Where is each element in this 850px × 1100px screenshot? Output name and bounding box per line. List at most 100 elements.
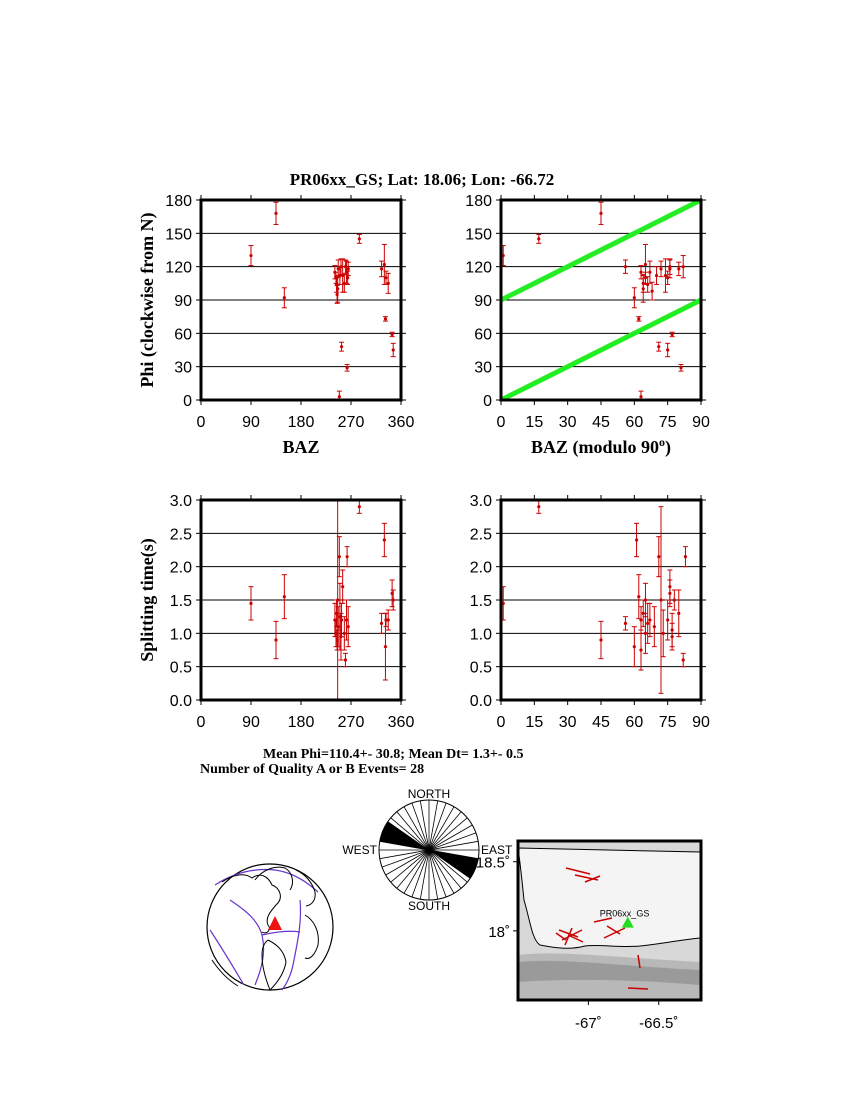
mean-stats-line: Mean Phi=110.4+- 30.8; Mean Dt= 1.3+- 0.… <box>263 747 524 762</box>
y-axis-title: Splitting time(s) <box>137 538 158 662</box>
x-tick-label: 270 <box>338 414 365 431</box>
point-marker <box>679 366 683 370</box>
panel-frame <box>499 498 703 702</box>
x-axis-title-sup: o <box>659 435 665 449</box>
point-marker <box>639 395 643 399</box>
data-point <box>389 331 395 338</box>
point-marker <box>336 287 340 291</box>
data-point <box>676 589 682 638</box>
point-marker <box>670 635 674 639</box>
x-tick-label: 180 <box>288 714 315 731</box>
data-point <box>634 522 640 558</box>
y-tick-label: 150 <box>165 226 192 243</box>
point-marker <box>274 638 278 642</box>
data-point <box>656 536 662 578</box>
plate-boundary-pacific <box>209 929 245 986</box>
data-point <box>622 259 628 274</box>
data-point <box>680 652 686 668</box>
point-marker <box>383 317 388 321</box>
map-lat-label: 18.5˚ <box>476 855 510 872</box>
point-marker <box>386 281 390 285</box>
y-tick-label: 0 <box>183 393 192 410</box>
data-point <box>660 609 666 658</box>
data-point <box>536 233 542 244</box>
data-point <box>651 606 657 648</box>
point-marker <box>335 292 339 297</box>
point-marker <box>249 601 253 605</box>
y-tick-label: 60 <box>474 326 492 343</box>
data-point <box>654 266 660 285</box>
rose-label-north: NORTH <box>408 787 450 801</box>
panel-dt_vs_baz: 0.0 0.5 1.0 1.5 2.0 2.5 3.0 0 90 180 270 360 Splitti… <box>137 493 414 731</box>
point-marker <box>681 265 685 269</box>
point-marker <box>639 270 643 274</box>
y-tick-label: 180 <box>465 193 492 210</box>
data-point <box>344 363 350 372</box>
point-marker <box>632 296 636 300</box>
data-point <box>662 258 668 293</box>
data-point <box>273 201 279 225</box>
point-marker <box>641 287 645 291</box>
data-point <box>645 276 651 293</box>
station-label: PR06xx_GS <box>600 909 650 919</box>
data-point <box>339 341 345 352</box>
data-point <box>665 342 671 358</box>
point-marker <box>657 345 661 349</box>
point-marker <box>346 625 350 629</box>
point-marker <box>637 317 641 321</box>
point-marker <box>339 618 344 622</box>
coast-greenland <box>254 866 293 891</box>
point-marker <box>650 289 654 293</box>
point-marker <box>623 265 628 269</box>
splitting-bar <box>627 987 649 990</box>
point-marker <box>341 585 345 589</box>
y-tick-label: 1.0 <box>470 626 492 643</box>
point-marker <box>339 265 343 269</box>
point-marker <box>337 555 341 559</box>
y-tick-label: 2.5 <box>170 526 192 543</box>
point-marker <box>632 645 636 649</box>
data-point <box>341 616 347 651</box>
data-point <box>649 281 655 301</box>
data-point <box>340 569 346 604</box>
x-tick-label: 0 <box>197 714 206 731</box>
x-tick-label: 75 <box>659 414 677 431</box>
data-point <box>345 270 351 285</box>
x-tick-label: 90 <box>692 414 710 431</box>
point-marker <box>336 598 340 602</box>
data-point <box>336 536 342 578</box>
y-axis-title: Phi (clockwise from N) <box>137 212 158 387</box>
y-tick-label: 90 <box>174 293 192 310</box>
event-count-line: Number of Quality A or B Events= 28 <box>200 762 424 777</box>
x-tick-label: 90 <box>692 714 710 731</box>
data-point <box>598 620 604 660</box>
data-point <box>598 201 604 225</box>
x-tick-label: 180 <box>288 414 315 431</box>
y-tick-label: 120 <box>165 260 192 277</box>
station-marker <box>621 916 634 928</box>
panel-phi_vs_baz_mod90: 0 30 60 90 120 150 180 0 15 30 45 60 75 90 BAZ (modulo… <box>465 193 710 458</box>
x-tick-label: 0 <box>197 414 206 431</box>
y-tick-label: 1.5 <box>170 593 192 610</box>
data-point <box>281 574 287 620</box>
point-marker <box>643 598 648 602</box>
data-point <box>678 363 684 372</box>
data-point <box>335 275 341 303</box>
point-marker <box>345 555 349 559</box>
x-tick-label: 0 <box>497 714 506 731</box>
data-point <box>642 582 648 618</box>
panel-phi_vs_baz: 0 30 60 90 120 150 180 0 90 180 270 360 BAZ Phi (cloc… <box>137 193 414 457</box>
rose-label-west: WEST <box>342 843 377 857</box>
y-tick-label: 150 <box>465 226 492 243</box>
data-point <box>669 622 675 651</box>
panel-frame <box>499 198 703 402</box>
data-point <box>345 261 351 277</box>
data-point <box>656 341 662 352</box>
data-point <box>647 260 653 284</box>
data-point <box>390 342 396 358</box>
splitting-bar <box>603 927 626 939</box>
splitting-bar <box>558 929 579 938</box>
